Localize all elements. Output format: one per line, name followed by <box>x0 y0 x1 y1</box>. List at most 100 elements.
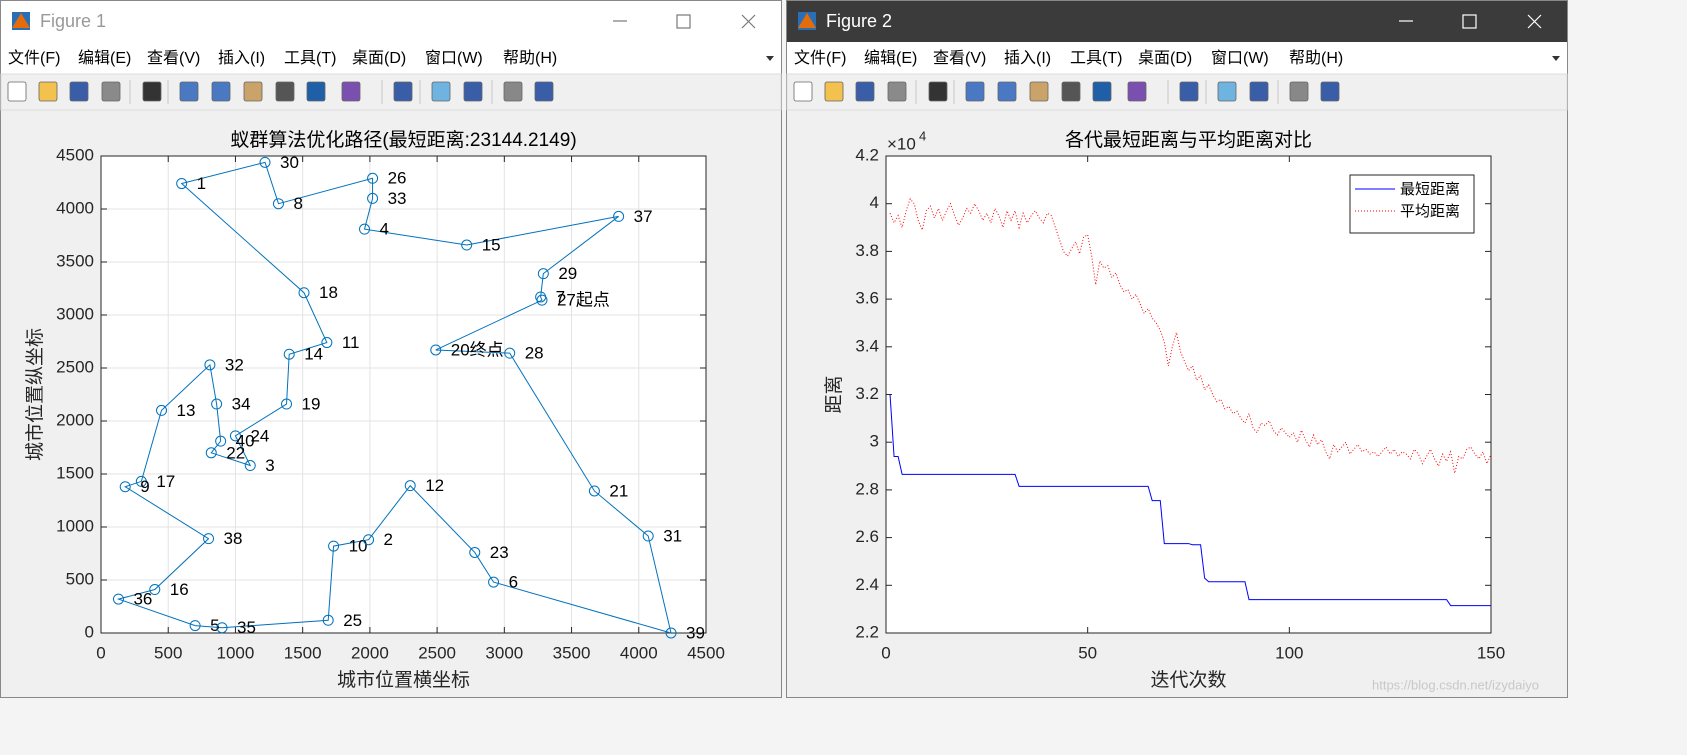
toolbar-button[interactable] <box>275 81 295 102</box>
chart-title: 蚁群算法优化路径(最短距离:23144.2149) <box>230 129 576 151</box>
city-label: 7 <box>556 287 565 306</box>
menu-item[interactable]: 工具(T) <box>1070 50 1122 67</box>
menu-item[interactable]: 窗口(W) <box>1211 49 1269 67</box>
city-marker <box>176 178 188 190</box>
city-label: 40 <box>236 432 255 451</box>
city-label: 17 <box>156 472 175 491</box>
title-bar <box>1 1 781 42</box>
toolbar-button[interactable] <box>69 81 89 102</box>
menu-dock-arrow <box>766 56 774 61</box>
x-tick-label: 2000 <box>351 643 389 662</box>
toolbar-button[interactable] <box>997 81 1017 102</box>
toolbar-button[interactable] <box>1061 81 1081 102</box>
y-tick-label: 0 <box>85 622 94 641</box>
x-tick-label: 0 <box>96 643 105 662</box>
menu-item[interactable]: 编辑(E) <box>78 49 131 67</box>
menu-item[interactable]: 查看(V) <box>147 49 200 67</box>
y-tick-label: 3000 <box>56 304 94 323</box>
chart-title: 各代最短距离与平均距离对比 <box>1065 129 1312 151</box>
city-marker <box>229 430 241 442</box>
city-label: 18 <box>319 283 338 302</box>
menu-item[interactable]: 桌面(D) <box>1138 49 1192 67</box>
legend-label: 最短距离 <box>1400 181 1460 198</box>
toolbar-button[interactable] <box>855 81 875 102</box>
y-tick-label: 4 <box>870 193 879 212</box>
toolbar-button[interactable] <box>1289 81 1309 102</box>
city-marker <box>404 480 416 492</box>
toolbar-button[interactable] <box>1092 81 1112 102</box>
close-button[interactable] <box>1527 14 1542 29</box>
menu-item[interactable]: 帮助(H) <box>1289 49 1343 67</box>
x-tick-label: 1000 <box>217 643 255 662</box>
menu-item[interactable]: 帮助(H) <box>503 49 557 67</box>
menu-dock-arrow <box>1552 56 1560 61</box>
toolbar-button[interactable] <box>243 81 263 102</box>
toolbar-button[interactable] <box>824 81 844 102</box>
toolbar-button[interactable] <box>142 81 162 102</box>
toolbar-button[interactable] <box>1127 81 1147 102</box>
city-marker <box>119 481 131 493</box>
city-marker <box>367 192 379 204</box>
city-label: 4 <box>380 220 389 239</box>
menu-item[interactable]: 插入(I) <box>218 49 265 67</box>
maximize-button[interactable] <box>1462 14 1477 29</box>
toolbar-button[interactable] <box>341 81 361 102</box>
city-marker <box>149 584 161 596</box>
toolbar-button[interactable] <box>7 81 27 102</box>
city-label: 34 <box>232 395 251 414</box>
menu-item[interactable]: 查看(V) <box>933 49 986 67</box>
toolbar-button[interactable] <box>101 81 121 102</box>
menu-item[interactable]: 窗口(W) <box>425 49 483 67</box>
legend-label: 平均距离 <box>1400 203 1460 220</box>
city-label: 29 <box>558 264 577 283</box>
y-tick-label: 3.2 <box>855 384 879 403</box>
toolbar-button[interactable] <box>793 81 813 102</box>
menu-item[interactable]: 文件(F) <box>8 49 60 67</box>
toolbar-button[interactable] <box>1217 81 1237 102</box>
maximize-button[interactable] <box>676 14 691 29</box>
toolbar-button[interactable] <box>306 81 326 102</box>
toolbar-button[interactable] <box>1029 81 1049 102</box>
y-tick-label: 3500 <box>56 251 94 270</box>
toolbar-button[interactable] <box>211 81 231 102</box>
city-marker <box>665 627 677 639</box>
city-label: 30 <box>280 153 299 172</box>
city-marker <box>112 593 124 605</box>
toolbar-button[interactable] <box>463 81 483 102</box>
y-tick-label: 3.8 <box>855 241 879 260</box>
city-marker <box>203 533 215 545</box>
city-marker <box>363 534 375 546</box>
toolbar-button[interactable] <box>179 81 199 102</box>
toolbar-button[interactable] <box>887 81 907 102</box>
x-tick-label: 100 <box>1275 643 1303 662</box>
menu-item[interactable]: 编辑(E) <box>864 49 917 67</box>
app-icon-peak <box>12 13 30 28</box>
x-tick-label: 2500 <box>418 643 456 662</box>
city-marker <box>461 239 473 251</box>
city-label: 36 <box>133 590 152 609</box>
menu-item[interactable]: 插入(I) <box>1004 49 1051 67</box>
toolbar-button[interactable] <box>1320 81 1340 102</box>
menu-item[interactable]: 工具(T) <box>284 50 336 67</box>
menu-bar <box>1 42 781 74</box>
close-button[interactable] <box>741 14 756 29</box>
y-scale-label: ×10 <box>887 134 916 153</box>
city-marker <box>359 223 371 235</box>
toolbar-button[interactable] <box>393 81 413 102</box>
city-label: 24 <box>250 426 269 445</box>
y-scale-exponent: 4 <box>919 128 926 143</box>
toolbar-button[interactable] <box>928 81 948 102</box>
menu-item[interactable]: 文件(F) <box>794 49 846 67</box>
toolbar-button[interactable] <box>1179 81 1199 102</box>
toolbar-button[interactable] <box>1249 81 1269 102</box>
toolbar-button[interactable] <box>38 81 58 102</box>
toolbar-button[interactable] <box>431 81 451 102</box>
city-marker <box>259 156 271 168</box>
toolbar-button[interactable] <box>503 81 523 102</box>
toolbar-button[interactable] <box>534 81 554 102</box>
menu-item[interactable]: 桌面(D) <box>352 49 406 67</box>
toolbar-button[interactable] <box>965 81 985 102</box>
y-tick-label: 4.2 <box>855 145 879 164</box>
y-tick-label: 4500 <box>56 145 94 164</box>
city-marker <box>204 359 216 371</box>
